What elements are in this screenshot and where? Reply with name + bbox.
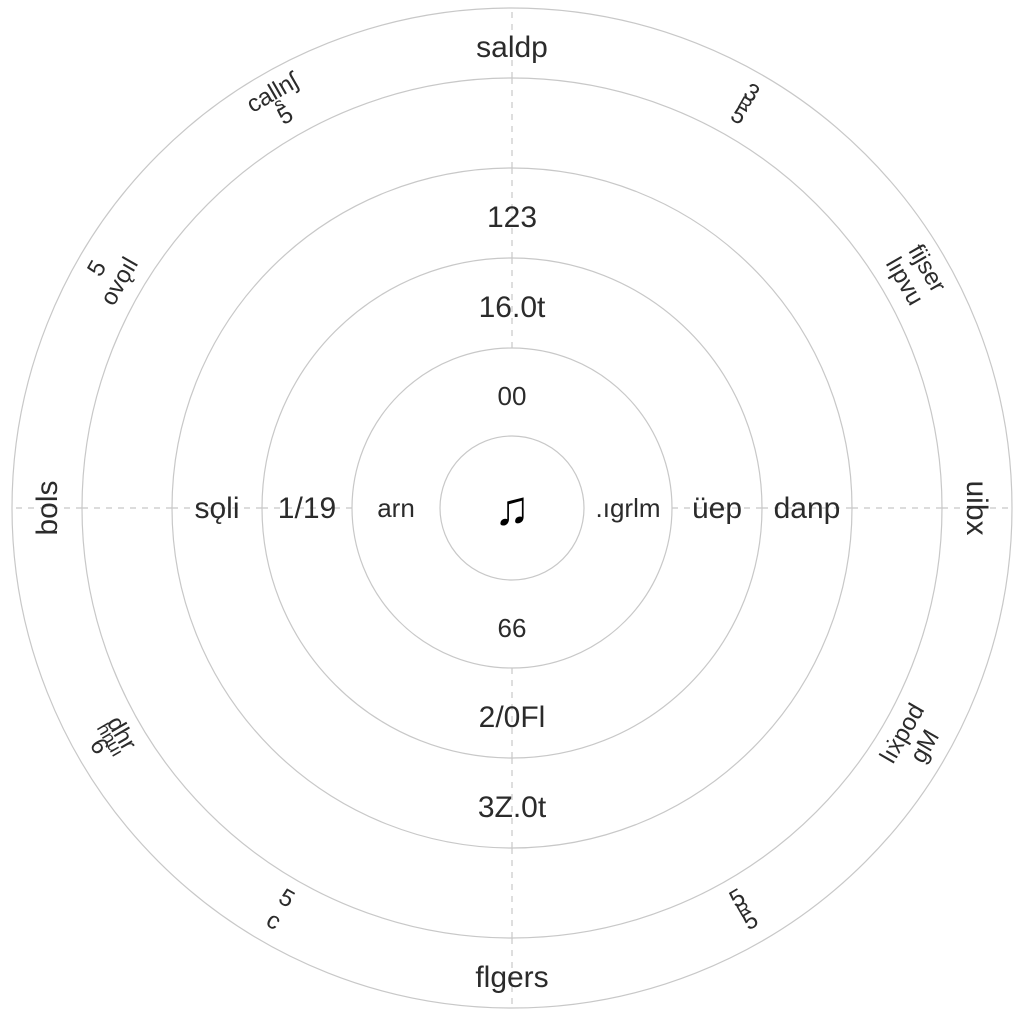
axis-value-left-0: arn [377,493,415,523]
axis-value-bottom-3: flgers [475,961,548,994]
axis-value-right-1: üep [692,492,742,525]
axis-value-left-3: bols [31,480,64,535]
axis-value-left-1: 1/19 [278,492,336,525]
axis-value-top-2: 123 [487,201,537,234]
axis-value-bottom-0: 66 [498,613,527,643]
music-note-icon: ♫ [494,483,530,536]
axis-value-top-0: 00 [498,381,527,411]
axis-value-right-0: .ıgrlm [596,493,661,523]
axis-value-right-3: uibx [960,480,993,535]
axis-value-bottom-2: 3Z.0t [478,791,547,824]
axis-value-top-1: 16.0t [479,291,546,324]
radial-diagram: ♫ 00 16.0t 123 saldp 66 2/0Fl 3Z.0t flgers arn 1/1… [0,0,1024,1024]
axis-value-top-3: saldp [476,31,548,64]
axis-value-bottom-1: 2/0Fl [479,701,546,734]
axis-value-right-2: danp [774,492,841,525]
axis-value-left-2: sǫli [194,492,239,525]
